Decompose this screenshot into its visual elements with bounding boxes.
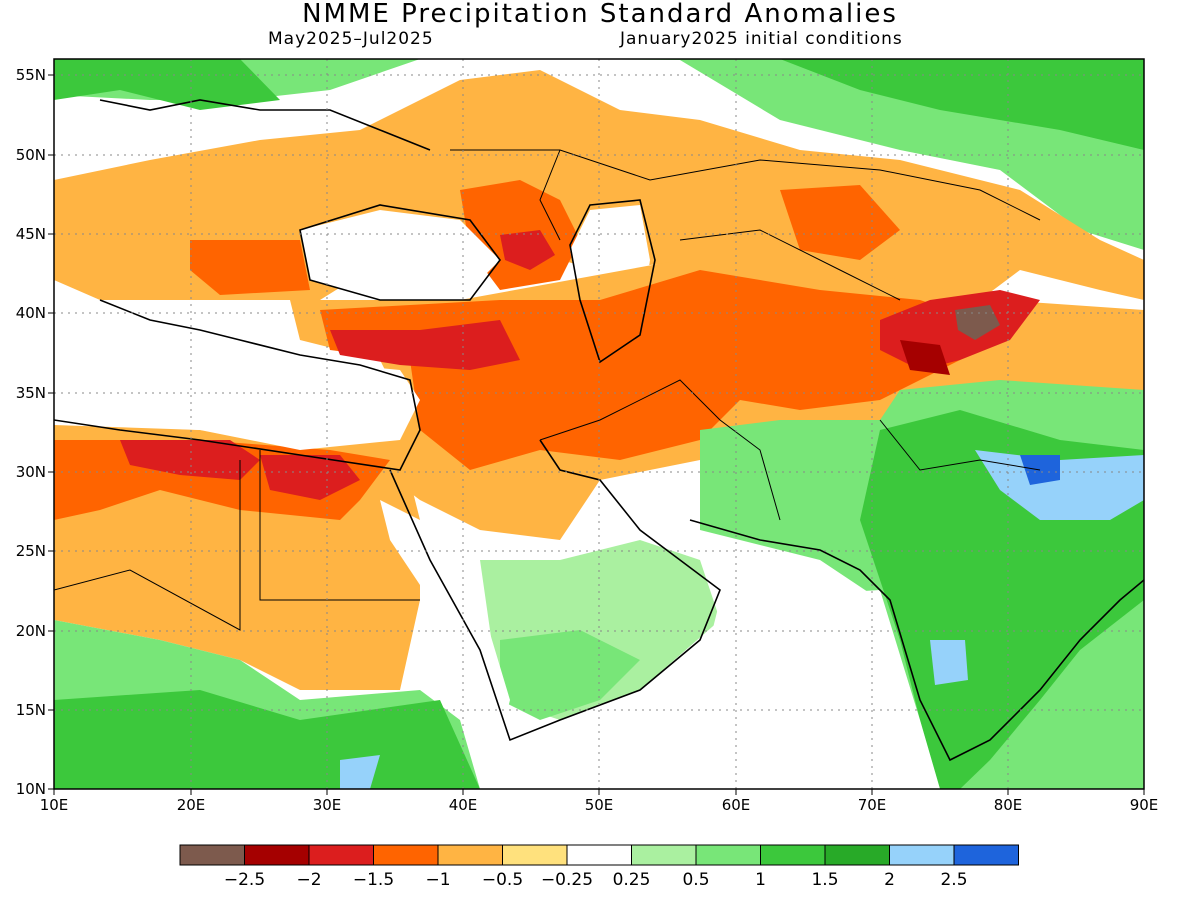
anomaly-region-red-libya	[120, 440, 260, 480]
lon-label: 90E	[1129, 796, 1159, 814]
lon-label: 50E	[584, 796, 614, 814]
sea-black-sea	[300, 210, 500, 300]
sea-arabian-sea	[620, 590, 940, 789]
anomaly-region-red-caucasus	[500, 230, 555, 270]
anomaly-region-orange-mideast	[320, 270, 980, 470]
colorbar-swatch	[373, 844, 439, 866]
sea-mediterranean	[54, 330, 420, 450]
colorbar-label: 1.5	[811, 870, 839, 890]
lat-label: 20N	[15, 622, 46, 640]
anomaly-region-blue-india	[930, 640, 968, 685]
colorbar-label: −2.5	[223, 870, 266, 890]
lon-label: 10E	[39, 796, 69, 814]
colorbar-label: 1	[755, 870, 766, 890]
colorbar-swatch	[760, 844, 826, 866]
anomaly-region-darkred-pamir	[900, 340, 950, 375]
lon-label: 40E	[448, 796, 478, 814]
lat-label: 40N	[15, 304, 46, 322]
colorbar-swatch	[437, 844, 503, 866]
anomaly-region-orange-balkan	[190, 240, 310, 295]
graticule	[54, 59, 1144, 789]
anomaly-region-red-turkey	[330, 320, 520, 370]
anomaly-region-blue-ethiopia	[340, 755, 380, 789]
colorbar-swatch	[179, 844, 245, 866]
colorbar-label: −2	[296, 870, 322, 890]
lat-label: 35N	[15, 384, 46, 402]
colorbar-label: −0.25	[540, 870, 594, 890]
lat-label: 15N	[15, 701, 46, 719]
lat-label: 25N	[15, 542, 46, 560]
lat-label: 50N	[15, 146, 46, 164]
colorbar-label: 0.25	[612, 870, 651, 890]
anomaly-region-blue-himalaya	[975, 450, 1144, 520]
anomaly-region-orange-centralasia	[780, 185, 900, 260]
colorbar-swatch	[308, 844, 374, 866]
forecast-period: May2025–Jul2025	[268, 29, 434, 49]
sea-red-sea	[380, 500, 510, 740]
lon-label: 80E	[993, 796, 1023, 814]
colorbar-label: 0.5	[682, 870, 710, 890]
anomaly-region-red-egypt	[260, 455, 360, 500]
colorbar-swatch	[502, 844, 568, 866]
anomaly-region-green-nw	[54, 59, 280, 110]
lat-label: 30N	[15, 463, 46, 481]
anomaly-region-brown-tarim	[955, 305, 1000, 340]
anomaly-region-green-north	[54, 59, 1144, 250]
initial-conditions: January2025 initial conditions	[620, 29, 903, 49]
anomaly-region-midgreen-arabia	[500, 630, 640, 720]
colorbar-swatch	[695, 844, 761, 866]
lat-label: 45N	[15, 225, 46, 243]
lon-label: 60E	[721, 796, 751, 814]
anomaly-region-darkgreen-ne	[780, 59, 1144, 150]
colorbar-swatch	[889, 844, 955, 866]
lat-label: 10N	[15, 780, 46, 798]
lon-label: 20E	[176, 796, 206, 814]
lat-label: 55N	[15, 66, 46, 84]
map-title: NMME Precipitation Standard Anomalies	[302, 0, 898, 29]
colorbar	[179, 844, 1019, 866]
lon-label: 30E	[312, 796, 342, 814]
lon-label: 70E	[857, 796, 887, 814]
colorbar-swatch	[566, 844, 632, 866]
colorbar-swatch	[631, 844, 697, 866]
colorbar-label: 2	[884, 870, 895, 890]
country-borders	[54, 149, 1041, 631]
colorbar-label: −1	[425, 870, 451, 890]
coastlines	[54, 99, 1144, 762]
colorbar-label: −1.5	[352, 870, 395, 890]
colorbar-swatch	[244, 844, 310, 866]
axis-ticks	[48, 74, 1145, 795]
colorbar-label: −0.5	[481, 870, 524, 890]
colorbar-label: 2.5	[940, 870, 968, 890]
colorbar-swatch	[953, 844, 1019, 866]
colorbar-swatch	[824, 844, 890, 866]
